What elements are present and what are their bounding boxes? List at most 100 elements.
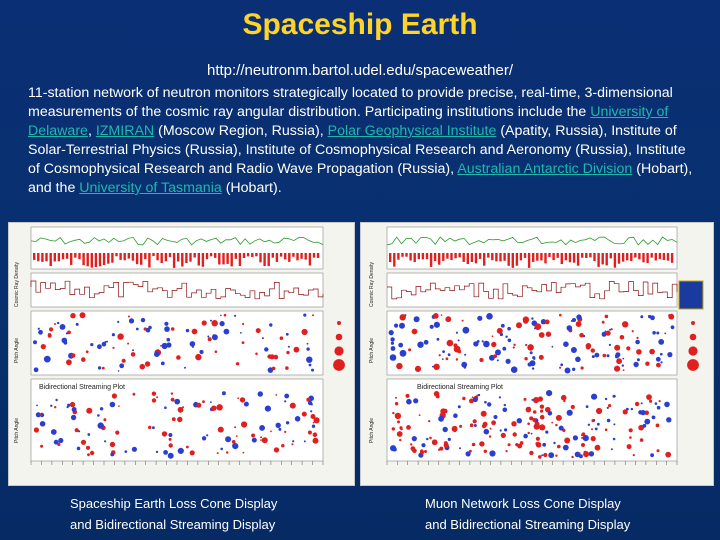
bidirectional-marker [471,396,474,399]
field-bar [308,253,312,266]
bidirectional-marker [594,427,598,431]
link-izmiran[interactable]: IZMIRAN [95,123,155,139]
field-bar [397,253,400,260]
source-url[interactable]: http://neutronm.bartol.udel.edu/spacewea… [206,62,514,79]
loss-cone-marker [580,366,584,370]
loss-cone-marker [636,336,639,339]
bidirectional-marker [472,419,477,424]
link-australian-antarctic-division[interactable]: Australian Antarctic Division [457,161,633,177]
bidirectional-marker [392,411,395,415]
loss-cone-marker [635,339,640,345]
bidirectional-marker [664,401,670,408]
bidirectional-marker [251,437,257,443]
loss-cone-marker [185,328,190,333]
loss-cone-marker [170,327,175,331]
bidirectional-marker [578,454,583,459]
loss-cone-marker [608,343,611,346]
bidirectional-marker [395,396,397,399]
field-bar [255,253,258,257]
bidirectional-marker [503,403,506,407]
loss-cone-marker [462,326,470,334]
loss-cone-marker [516,322,522,329]
bidirectional-marker [307,400,313,406]
bidirectional-marker [562,444,569,451]
bidirectional-marker [307,430,312,435]
bidirectional-marker [301,411,307,417]
bidirectional-marker [504,428,508,432]
field-bar [491,253,494,261]
loss-cone-marker [214,350,218,353]
bidirectional-marker [480,410,487,417]
field-strength-plot [386,226,678,270]
loss-cone-marker [269,323,273,327]
bidirectional-marker [257,391,263,397]
loss-cone-marker [575,321,582,327]
field-bar [131,253,135,261]
bidirectional-marker [642,423,647,428]
loss-cone-marker [128,318,135,324]
bidirectional-marker [313,417,320,424]
bidirectional-marker [39,413,42,416]
field-bar [466,253,469,264]
bidirectional-marker [530,432,533,435]
loss-cone-marker [79,312,86,319]
loss-cone-marker [523,318,529,324]
loss-cone-marker [544,320,547,323]
loss-cone-marker [572,367,576,371]
field-bar [519,253,523,261]
bidirectional-marker [97,422,104,429]
field-bar [222,253,225,265]
field-bar [429,253,433,267]
loss-cone-marker [97,344,102,350]
bidirectional-marker [487,402,492,407]
bidirectional-marker [171,417,176,422]
link-university-of-tasmania[interactable]: University of Tasmania [79,180,222,196]
field-bar [288,253,291,262]
bidirectional-marker [489,427,492,430]
description-paragraph: 11-station network of neutron monitors s… [28,84,700,198]
bidirectional-marker [507,443,511,447]
loss-cone-marker [455,331,458,334]
loss-cone-marker [491,335,494,338]
loss-cone-marker [306,342,309,345]
field-bar [560,253,563,264]
field-bar [300,253,303,259]
loss-cone-marker [594,352,600,358]
loss-cone-marker [195,353,202,361]
field-bar [86,253,89,267]
field-bar [556,253,559,258]
loss-cone-marker [285,366,289,370]
bidirectional-marker [235,435,238,437]
muon-network-display-image: Bidirectional Streaming Plot Cosmic Ray … [360,222,714,486]
field-bar [160,253,163,263]
loss-cone-marker [486,313,493,320]
loss-cone-marker [201,320,207,326]
loss-cone-marker [529,351,533,355]
bidirectional-marker [555,414,562,421]
bidirectional-marker [538,455,542,459]
bidirectional-marker [421,443,426,448]
loss-cone-marker [664,332,667,335]
loss-cone-marker [660,352,663,356]
bidirectional-marker [666,417,672,423]
field-bar [670,253,674,263]
bidirectional-marker [156,396,159,399]
loss-cone-marker [286,350,290,355]
field-bar [638,253,641,260]
bidirectional-marker [397,420,400,424]
bidirectional-marker [594,444,601,451]
loss-cone-marker [388,330,394,336]
desc-text-5: (Hobart), and the [28,161,693,196]
loss-cone-marker [438,354,441,357]
field-bar [462,253,465,262]
link-polar-geophysical-institute[interactable]: Polar Geophysical Institute [327,123,497,139]
legend-marker [689,333,697,341]
loss-cone-marker [559,366,562,369]
field-bar [527,253,531,268]
field-bar [74,253,77,258]
bidirectional-marker [582,435,589,442]
field-bar [271,253,274,258]
link-university-of-delaware[interactable]: University of Delaware [28,104,669,139]
loss-cone-marker [649,348,655,355]
bidirectional-marker [453,413,458,418]
